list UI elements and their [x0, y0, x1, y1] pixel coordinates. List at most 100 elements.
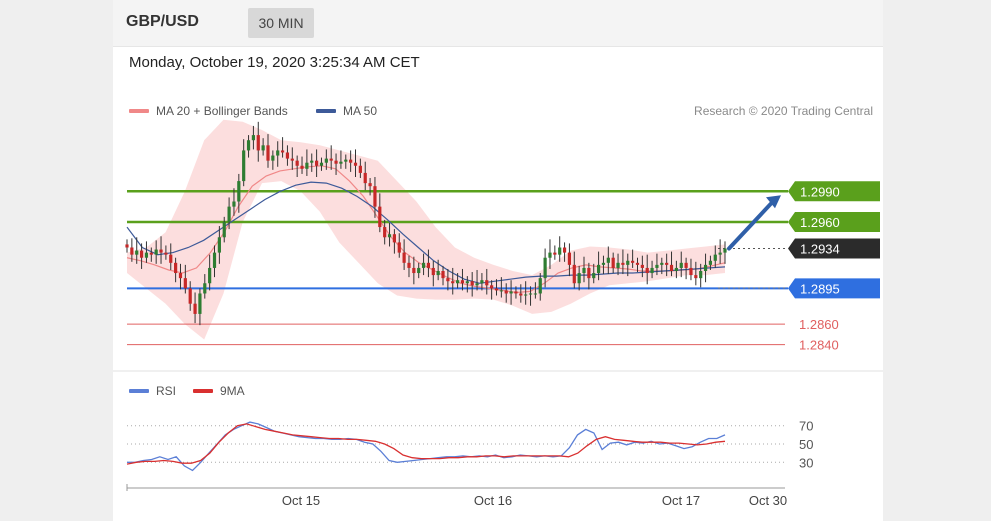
candle-body	[310, 160, 314, 163]
candle-body	[665, 262, 669, 265]
candle	[135, 237, 139, 264]
rsi-tick-50: 50	[799, 437, 813, 452]
x-tick-label: Oct 17	[662, 493, 700, 508]
candle-body	[509, 291, 513, 294]
timeframe-button[interactable]: 30 MIN	[248, 8, 314, 38]
candle-body	[494, 288, 499, 291]
candle-body	[344, 159, 348, 162]
candle-body	[397, 242, 401, 253]
candle	[217, 226, 221, 264]
candle	[621, 249, 625, 275]
candle-body	[353, 162, 358, 166]
candle	[494, 279, 499, 296]
candle	[674, 260, 678, 279]
candle-body	[276, 150, 280, 156]
candle	[499, 277, 503, 298]
candle-body	[417, 267, 421, 274]
candle-body	[164, 252, 168, 255]
candle	[139, 243, 144, 269]
ma50-line	[126, 181, 726, 284]
candle	[334, 153, 338, 175]
chart-header: GBP/USD 30 MIN	[113, 0, 883, 47]
candle	[509, 280, 513, 305]
candle	[280, 137, 285, 158]
forecast-arrow-shaft	[727, 197, 777, 251]
rsi-series-rsi	[127, 421, 726, 472]
candle-body	[183, 278, 187, 289]
candle	[650, 260, 654, 279]
candle	[694, 261, 698, 286]
candle-body	[548, 252, 552, 258]
candle	[553, 245, 557, 260]
candle-body	[538, 278, 542, 294]
candle-body	[315, 160, 319, 166]
candle	[193, 292, 197, 324]
candle-body	[125, 244, 129, 248]
candle	[319, 157, 324, 171]
candle-body	[290, 158, 294, 161]
candle	[412, 256, 416, 285]
ma20-line	[126, 165, 726, 294]
candle	[528, 286, 533, 306]
chart-panel: GBP/USD 30 MIN Monday, October 19, 2020 …	[113, 0, 883, 521]
candle-body	[392, 234, 396, 243]
candle	[421, 253, 426, 276]
candle	[533, 282, 537, 299]
rsi-ma-swatch	[193, 389, 213, 393]
candle-body	[329, 158, 333, 161]
candle-body	[441, 271, 445, 279]
candle	[368, 178, 372, 196]
candle-body	[169, 254, 173, 263]
candle-body	[402, 252, 406, 263]
candle	[606, 246, 610, 275]
legend-rsi: RSI	[129, 384, 176, 398]
candle	[295, 155, 299, 177]
candle-body	[514, 291, 518, 294]
candle	[383, 219, 387, 245]
candle-body	[383, 227, 387, 238]
candle-body	[144, 252, 149, 258]
candle-body	[271, 155, 275, 161]
level-tag-1.2895: 1.2895	[788, 278, 880, 299]
candle-body	[198, 293, 202, 314]
candle	[514, 286, 518, 299]
candle	[378, 193, 382, 233]
candle	[431, 260, 435, 287]
panel-separator	[113, 370, 883, 372]
candle-body	[261, 145, 265, 151]
candle-body	[699, 271, 703, 279]
price-chart[interactable]: 1.2990 1.2960 1.2934 1.2895 1.2860 1.2840 70 50…	[113, 0, 883, 521]
candle-body	[679, 262, 683, 268]
candle	[339, 150, 343, 169]
candle-body	[358, 165, 362, 173]
legend-ma20-label: MA 20 + Bollinger Bands	[156, 104, 288, 118]
candle	[577, 265, 581, 291]
legend-rsi-ma-label: 9MA	[220, 384, 245, 398]
candle-body	[635, 262, 640, 265]
candle	[708, 255, 713, 270]
candle	[256, 121, 260, 162]
candle-body	[222, 221, 226, 238]
candle-body	[295, 160, 299, 166]
candle-body	[135, 250, 139, 255]
candle	[212, 245, 217, 278]
candle-body	[349, 159, 353, 163]
candle-body	[426, 262, 431, 268]
candle-body	[232, 201, 236, 207]
candle	[305, 149, 309, 176]
x-tick-label: Oct 30	[749, 493, 787, 508]
candle-body	[456, 280, 460, 284]
candle	[485, 268, 489, 295]
candle	[562, 242, 567, 262]
candle-body	[592, 273, 596, 279]
candle-body	[533, 293, 537, 295]
candle	[713, 245, 717, 268]
candle	[392, 229, 396, 254]
candle	[587, 262, 591, 290]
candle	[596, 251, 601, 281]
candle	[538, 273, 542, 301]
bollinger-band	[127, 119, 725, 340]
candle	[723, 241, 727, 264]
candle	[242, 139, 246, 187]
candle-body	[562, 247, 567, 253]
